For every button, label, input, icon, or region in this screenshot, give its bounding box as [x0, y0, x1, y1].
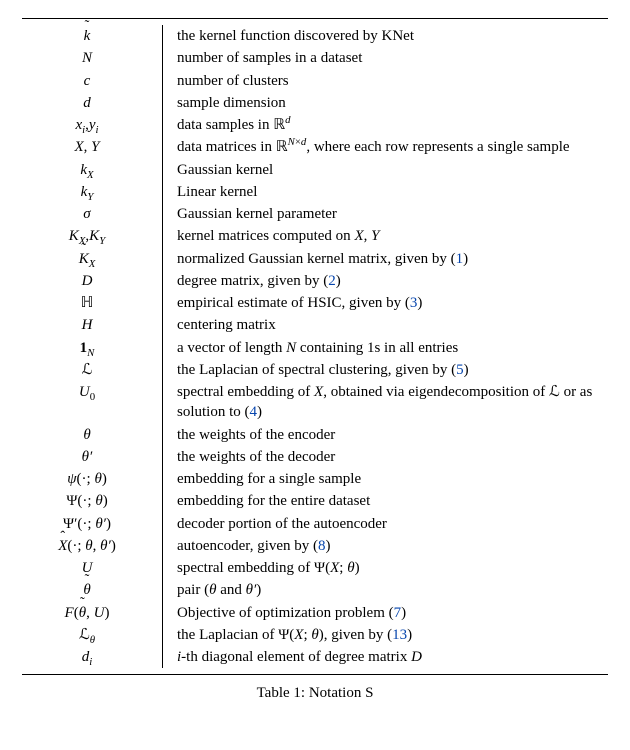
table-row: θ′the weights of the decoder — [22, 446, 608, 468]
table-row: xi,yidata samples in ℝd — [22, 114, 608, 136]
description-cell: pair (θ and θ′) — [163, 579, 609, 601]
top-rule — [22, 18, 608, 19]
description-cell: a vector of length N containing 1s in al… — [163, 337, 609, 359]
table-row: Ψ(·; θ)embedding for the entire dataset — [22, 490, 608, 512]
symbol-cell: KX — [22, 248, 163, 270]
description-cell: embedding for the entire dataset — [163, 490, 609, 512]
table-row: ℒthe Laplacian of spectral clustering, g… — [22, 359, 608, 381]
description-cell: number of samples in a dataset — [163, 47, 609, 69]
table-row: kthe kernel function discovered by KNet — [22, 25, 608, 47]
description-cell: spectral embedding of X, obtained via ei… — [163, 381, 609, 424]
description-cell: normalized Gaussian kernel matrix, given… — [163, 248, 609, 270]
symbol-cell: X(·; θ, θ′) — [22, 535, 163, 557]
symbol-cell: ℒθ — [22, 624, 163, 646]
symbol-cell: θ — [22, 579, 163, 601]
eqref-13[interactable]: 13 — [392, 627, 407, 643]
symbol-cell: d — [22, 92, 163, 114]
notation-table: kthe kernel function discovered by KNetN… — [22, 25, 608, 668]
description-cell: i-th diagonal element of degree matrix D — [163, 646, 609, 668]
description-cell: the Laplacian of spectral clustering, gi… — [163, 359, 609, 381]
symbol-cell: σ — [22, 203, 163, 225]
table-row: Ddegree matrix, given by (2) — [22, 270, 608, 292]
eqref-5[interactable]: 5 — [456, 362, 464, 378]
table-row: dii-th diagonal element of degree matrix… — [22, 646, 608, 668]
table-row: kXGaussian kernel — [22, 159, 608, 181]
symbol-cell: F(θ, U) — [22, 602, 163, 624]
symbol-cell: ℍ — [22, 292, 163, 314]
page: kthe kernel function discovered by KNetN… — [0, 0, 630, 750]
table-row: 1Na vector of length N containing 1s in … — [22, 337, 608, 359]
symbol-cell: ℒ — [22, 359, 163, 381]
eqref-3[interactable]: 3 — [410, 295, 418, 311]
description-cell: data matrices in ℝN×d, where each row re… — [163, 136, 609, 158]
eqref-1[interactable]: 1 — [456, 251, 464, 267]
table-row: dsample dimension — [22, 92, 608, 114]
description-cell: number of clusters — [163, 70, 609, 92]
description-cell: Gaussian kernel parameter — [163, 203, 609, 225]
symbol-cell: H — [22, 314, 163, 336]
table-row: Ψ′(·; θ′)decoder portion of the autoenco… — [22, 513, 608, 535]
symbol-cell: kY — [22, 181, 163, 203]
table-row: Hcentering matrix — [22, 314, 608, 336]
eqref-2[interactable]: 2 — [328, 273, 336, 289]
description-cell: the weights of the decoder — [163, 446, 609, 468]
table-row: KX,KYkernel matrices computed on X, Y — [22, 225, 608, 247]
eqref-8[interactable]: 8 — [318, 538, 326, 554]
symbol-cell: 1N — [22, 337, 163, 359]
description-cell: the weights of the encoder — [163, 424, 609, 446]
symbol-cell: θ — [22, 424, 163, 446]
eqref-7[interactable]: 7 — [394, 605, 402, 621]
description-cell: autoencoder, given by (8) — [163, 535, 609, 557]
symbol-cell: Ψ′(·; θ′) — [22, 513, 163, 535]
table-row: ℍempirical estimate of HSIC, given by (3… — [22, 292, 608, 314]
description-cell: decoder portion of the autoencoder — [163, 513, 609, 535]
table-row: σGaussian kernel parameter — [22, 203, 608, 225]
description-cell: kernel matrices computed on X, Y — [163, 225, 609, 247]
table-row: θthe weights of the encoder — [22, 424, 608, 446]
table-row: KXnormalized Gaussian kernel matrix, giv… — [22, 248, 608, 270]
description-cell: spectral embedding of Ψ(X; θ) — [163, 557, 609, 579]
symbol-cell: k — [22, 25, 163, 47]
symbol-cell: X, Y — [22, 136, 163, 158]
symbol-cell: c — [22, 70, 163, 92]
description-cell: sample dimension — [163, 92, 609, 114]
table-row: ψ(·; θ)embedding for a single sample — [22, 468, 608, 490]
table-row: F(θ, U)Objective of optimization problem… — [22, 602, 608, 624]
symbol-cell: ψ(·; θ) — [22, 468, 163, 490]
description-cell: data samples in ℝd — [163, 114, 609, 136]
symbol-cell: U — [22, 557, 163, 579]
table-caption: Table 1: Notation S — [22, 685, 608, 702]
description-cell: embedding for a single sample — [163, 468, 609, 490]
bottom-rule — [22, 674, 608, 675]
description-cell: centering matrix — [163, 314, 609, 336]
symbol-cell: D — [22, 270, 163, 292]
table-row: X(·; θ, θ′)autoencoder, given by (8) — [22, 535, 608, 557]
table-row: kYLinear kernel — [22, 181, 608, 203]
table-row: θpair (θ and θ′) — [22, 579, 608, 601]
table-row: Uspectral embedding of Ψ(X; θ) — [22, 557, 608, 579]
symbol-cell: U0 — [22, 381, 163, 424]
symbol-cell: N — [22, 47, 163, 69]
description-cell: the kernel function discovered by KNet — [163, 25, 609, 47]
description-cell: empirical estimate of HSIC, given by (3) — [163, 292, 609, 314]
symbol-cell: Ψ(·; θ) — [22, 490, 163, 512]
table-row: X, Ydata matrices in ℝN×d, where each ro… — [22, 136, 608, 158]
table-row: U0spectral embedding of X, obtained via … — [22, 381, 608, 424]
description-cell: degree matrix, given by (2) — [163, 270, 609, 292]
description-cell: the Laplacian of Ψ(X; θ), given by (13) — [163, 624, 609, 646]
notation-tbody: kthe kernel function discovered by KNetN… — [22, 25, 608, 668]
description-cell: Objective of optimization problem (7) — [163, 602, 609, 624]
table-row: ℒθthe Laplacian of Ψ(X; θ), given by (13… — [22, 624, 608, 646]
symbol-cell: kX — [22, 159, 163, 181]
table-row: Nnumber of samples in a dataset — [22, 47, 608, 69]
eqref-4[interactable]: 4 — [250, 404, 258, 420]
symbol-cell: di — [22, 646, 163, 668]
symbol-cell: KX,KY — [22, 225, 163, 247]
description-cell: Gaussian kernel — [163, 159, 609, 181]
description-cell: Linear kernel — [163, 181, 609, 203]
table-row: cnumber of clusters — [22, 70, 608, 92]
symbol-cell: θ′ — [22, 446, 163, 468]
symbol-cell: xi,yi — [22, 114, 163, 136]
